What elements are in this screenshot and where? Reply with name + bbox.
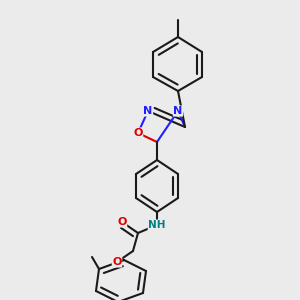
Text: N: N bbox=[173, 106, 183, 116]
Text: O: O bbox=[133, 128, 143, 138]
Text: O: O bbox=[117, 217, 127, 227]
Text: N: N bbox=[143, 106, 153, 116]
Text: NH: NH bbox=[148, 220, 166, 230]
Text: O: O bbox=[112, 257, 122, 267]
